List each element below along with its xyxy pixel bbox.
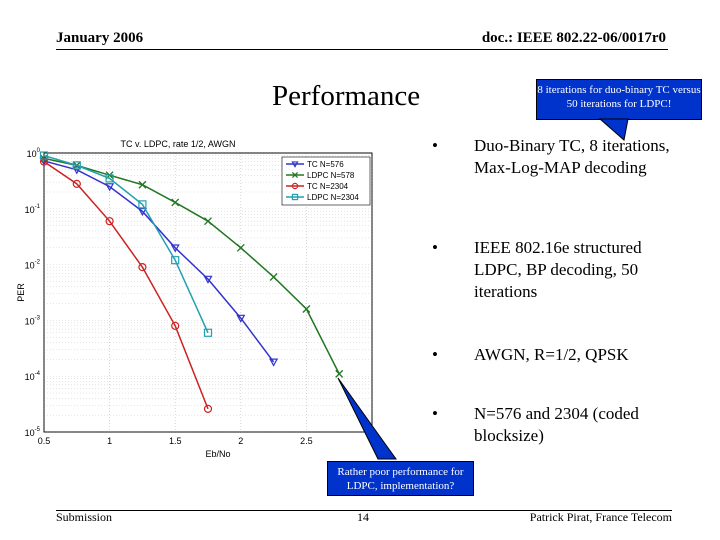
- series-line: [43, 157, 340, 375]
- y-tick-label: 10-1: [25, 204, 41, 215]
- data-point: [138, 200, 147, 209]
- series-line: [43, 154, 209, 334]
- data-point: [170, 244, 180, 253]
- y-tick-label: 10-2: [25, 260, 41, 271]
- data-point: [39, 151, 49, 160]
- bullet-item: IEEE 802.16e structured LDPC, BP decodin…: [432, 237, 692, 303]
- y-tick-label: 10-3: [25, 315, 41, 326]
- legend-label: TC N=576: [307, 160, 344, 169]
- callout-ldpc-note: Rather poor performance for LDPC, implem…: [327, 461, 474, 496]
- header-date: January 2006: [56, 30, 144, 46]
- data-point: [171, 321, 180, 330]
- x-tick-label: 1: [107, 436, 112, 446]
- bullet-item: Duo-Binary TC, 8 iterations, Max-Log-MAP…: [432, 135, 692, 179]
- data-point: [335, 369, 344, 378]
- data-point: [171, 198, 180, 207]
- slide-title: Performance: [272, 80, 421, 112]
- data-point: [105, 183, 115, 192]
- legend-label: TC N=2304: [307, 182, 349, 191]
- data-point: [171, 256, 180, 265]
- footer-author: Patrick Pirat, France Telecom: [529, 510, 672, 524]
- bullet-item: N=576 and 2304 (coded blocksize): [432, 403, 692, 447]
- data-point: [302, 305, 311, 313]
- bullet-item: AWGN, R=1/2, QPSK: [432, 344, 629, 366]
- plot-frame: [43, 152, 373, 433]
- data-point: [269, 358, 279, 367]
- data-point: [105, 174, 114, 183]
- x-tick-label: 0.5: [38, 436, 51, 446]
- footer-rule: [56, 510, 672, 511]
- data-point: [39, 157, 49, 166]
- footer-submission: Submission: [56, 510, 113, 524]
- x-tick-label: 1.5: [169, 436, 182, 446]
- data-point: [236, 314, 246, 323]
- legend-label: LDPC N=2304: [307, 193, 359, 202]
- series-line: [43, 161, 209, 410]
- legend-marker: [291, 182, 299, 190]
- data-point: [137, 207, 147, 217]
- per-chart: TC v. LDPC, rate 1/2, AWGN Eb/No PER 0.5 1 1.…: [16, 139, 373, 459]
- data-point: [204, 217, 212, 226]
- data-point: [72, 166, 82, 175]
- callout-iterations: 8 iterations for duo-binary TC versus 50…: [536, 79, 702, 120]
- data-point: [203, 404, 213, 413]
- series-line: [43, 160, 275, 363]
- y-tick-label: 10-4: [25, 371, 41, 382]
- data-point: [236, 243, 245, 252]
- data-point: [269, 273, 278, 281]
- legend-marker: [291, 193, 299, 201]
- legend-label: LDPC N=578: [307, 171, 355, 180]
- y-tick-label: 10-5: [25, 427, 41, 438]
- data-point: [138, 180, 147, 189]
- data-point: [203, 275, 213, 284]
- legend-marker: [291, 161, 299, 168]
- x-tick-label: 2.5: [300, 436, 313, 446]
- page-number: 14: [357, 510, 369, 524]
- chart-title: TC v. LDPC, rate 1/2, AWGN: [120, 139, 235, 149]
- data-point: [105, 217, 114, 226]
- y-tick-label: 100: [27, 148, 41, 159]
- data-point: [203, 328, 213, 337]
- x-tick-label: 2: [238, 436, 243, 446]
- data-point: [138, 263, 147, 272]
- y-axis-label: PER: [16, 283, 26, 302]
- header-doc-id: doc.: IEEE 802.22-06/0017r0: [481, 30, 666, 46]
- data-point: [72, 179, 81, 188]
- header-rule: [56, 49, 668, 50]
- x-axis-label: Eb/No: [205, 449, 230, 459]
- data-point: [72, 161, 81, 170]
- legend-marker: [291, 171, 299, 179]
